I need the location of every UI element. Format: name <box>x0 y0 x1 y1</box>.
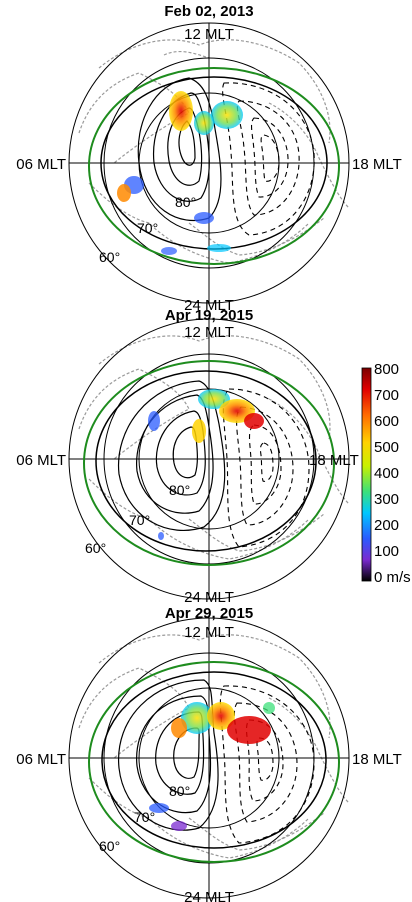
dusk-cell-contours <box>222 82 315 236</box>
mlt-24-label: 24 MLT <box>184 889 234 902</box>
velocity-vectors <box>149 702 275 831</box>
panel-title: Feb 02, 2013 <box>164 3 253 20</box>
velocity-vectors <box>148 389 264 540</box>
lat-label-70: 70° <box>137 220 158 236</box>
lat-label-80: 80° <box>175 194 196 210</box>
lat-label-60: 60° <box>99 838 120 854</box>
dusk-cell-contours <box>222 388 310 548</box>
panel-2: Apr 19, 2015 12 MLT 24 MLT 06 MLT 18 MLT… <box>16 307 359 606</box>
mlt-18-label: 18 MLT <box>309 452 359 469</box>
lat-label-60: 60° <box>85 540 106 556</box>
convection-boundary-inner <box>95 370 317 552</box>
mlt-12-label: 12 MLT <box>184 624 234 641</box>
coastlines <box>78 39 350 264</box>
colorbar-label-0: 0 m/s <box>374 569 411 586</box>
lat-label-80: 80° <box>169 482 190 498</box>
mlt-06-label: 06 MLT <box>16 452 66 469</box>
lat-label-80: 80° <box>169 783 190 799</box>
colorbar-label-300: 300 <box>374 491 399 508</box>
colorbar-label-200: 200 <box>374 517 399 534</box>
convection-boundary <box>88 67 340 265</box>
coastlines <box>78 335 350 560</box>
convection-boundary <box>88 661 340 863</box>
colorbar-label-600: 600 <box>374 413 399 430</box>
lat-label-70: 70° <box>134 809 155 825</box>
lat-label-70: 70° <box>129 512 150 528</box>
mlt-06-label: 06 MLT <box>16 751 66 768</box>
panel-title: Apr 19, 2015 <box>165 307 253 324</box>
mlt-18-label: 18 MLT <box>352 751 402 768</box>
mlt-12-label: 12 MLT <box>184 324 234 341</box>
velocity-vectors <box>117 91 243 255</box>
lat-label-60: 60° <box>99 249 120 265</box>
mlt-18-label: 18 MLT <box>352 156 402 173</box>
mlt-12-label: 12 MLT <box>184 26 234 43</box>
panel-3: Apr 29, 2015 12 MLT 24 MLT 06 MLT 18 MLT… <box>16 605 402 902</box>
convection-boundary <box>83 360 335 566</box>
colorbar-label-700: 700 <box>374 387 399 404</box>
convection-boundary-inner <box>101 671 327 849</box>
colorbar-gradient <box>361 367 372 582</box>
colorbar-label-100: 100 <box>374 543 399 560</box>
colorbar-label-400: 400 <box>374 465 399 482</box>
mlt-24-label: 24 MLT <box>184 297 234 314</box>
mlt-06-label: 06 MLT <box>16 156 66 173</box>
colorbar: 800 700 600 500 400 300 200 100 0 m/s <box>361 361 411 586</box>
colorbar-label-800: 800 <box>374 361 399 378</box>
panel-title: Apr 29, 2015 <box>165 605 253 622</box>
colorbar-label-500: 500 <box>374 439 399 456</box>
panel-1: Feb 02, 2013 12 MLT 24 MLT 06 MLT 18 MLT… <box>16 3 402 314</box>
mlt-24-label: 24 MLT <box>184 589 234 606</box>
